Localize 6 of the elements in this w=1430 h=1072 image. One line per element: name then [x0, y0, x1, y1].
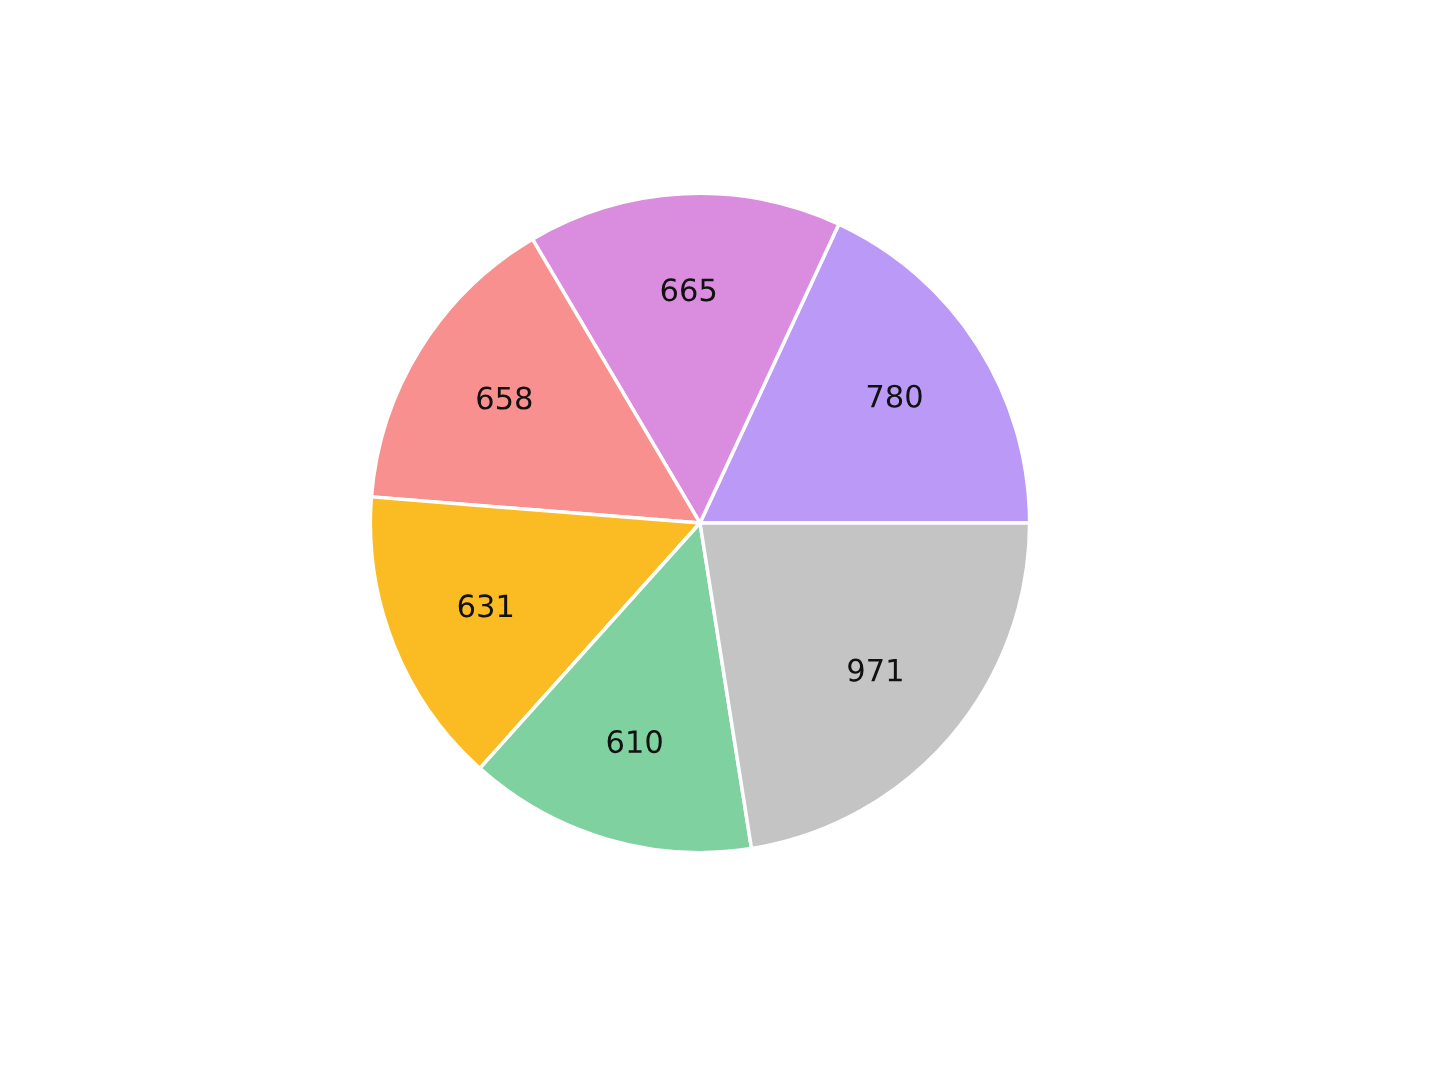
data-label: 971 [848, 658, 902, 682]
data-label: 610 [607, 730, 662, 754]
data-label: 631 [458, 594, 513, 618]
data-label: 658 [477, 386, 532, 410]
data-label: 665 [661, 278, 716, 302]
data-label: 780 [867, 384, 922, 408]
